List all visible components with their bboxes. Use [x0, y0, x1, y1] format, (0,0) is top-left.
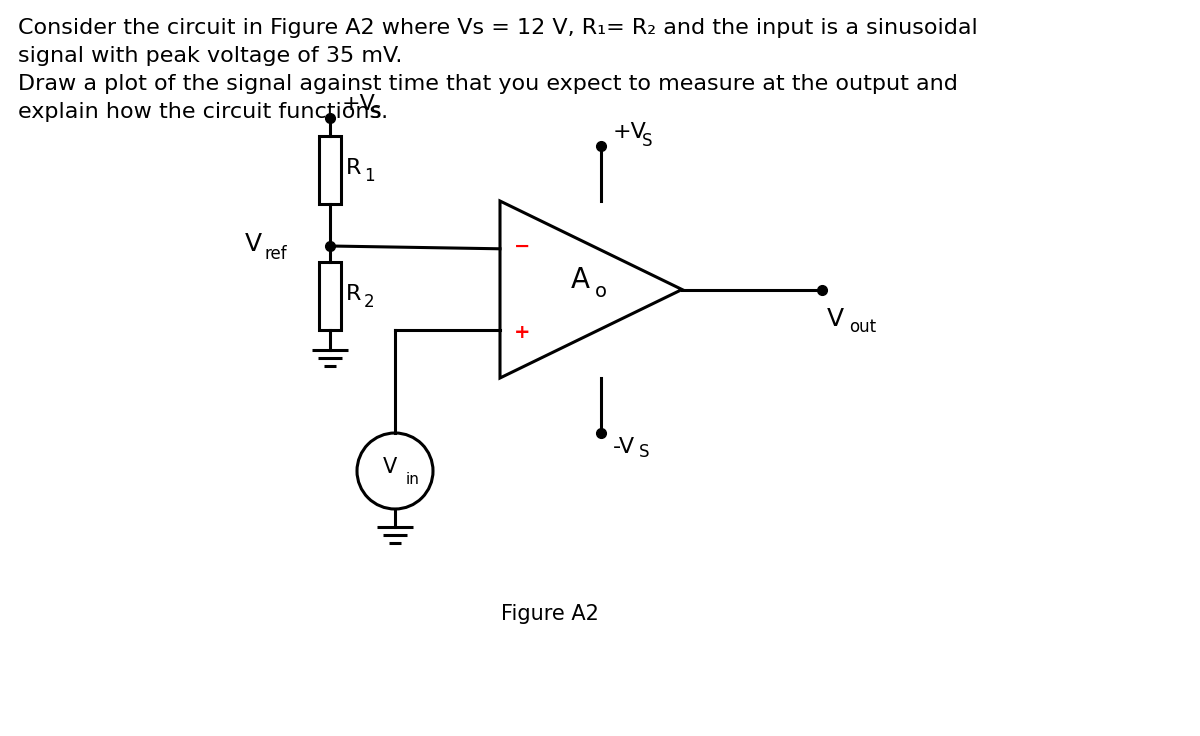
Text: o: o — [595, 282, 607, 301]
Text: out: out — [850, 317, 876, 336]
Text: S: S — [642, 132, 653, 150]
Text: Consider the circuit in Figure A2 where Vs = 12 V, R₁= R₂ and the input is a sin: Consider the circuit in Figure A2 where … — [18, 18, 978, 38]
Text: 2: 2 — [364, 293, 374, 311]
Bar — [319, 136, 341, 204]
Text: in: in — [406, 472, 420, 486]
Text: Figure A2: Figure A2 — [502, 604, 599, 624]
Text: V: V — [827, 308, 844, 331]
Text: V: V — [383, 457, 397, 477]
Text: +V: +V — [613, 122, 647, 142]
Text: +: + — [514, 322, 530, 342]
Text: ref: ref — [265, 245, 288, 263]
Text: S: S — [640, 443, 649, 461]
Text: -V: -V — [613, 437, 635, 457]
Text: V: V — [245, 232, 262, 256]
Text: R: R — [346, 158, 361, 178]
Text: 1: 1 — [364, 167, 374, 185]
Text: −: − — [514, 237, 530, 256]
Text: R: R — [346, 284, 361, 304]
Text: S: S — [371, 104, 382, 122]
Text: signal with peak voltage of 35 mV.: signal with peak voltage of 35 mV. — [18, 46, 402, 66]
Bar — [319, 262, 341, 330]
Text: explain how the circuit functions.: explain how the circuit functions. — [18, 102, 388, 122]
Text: +V: +V — [342, 94, 376, 114]
Text: A: A — [570, 266, 589, 294]
Text: Draw a plot of the signal against time that you expect to measure at the output : Draw a plot of the signal against time t… — [18, 74, 958, 94]
